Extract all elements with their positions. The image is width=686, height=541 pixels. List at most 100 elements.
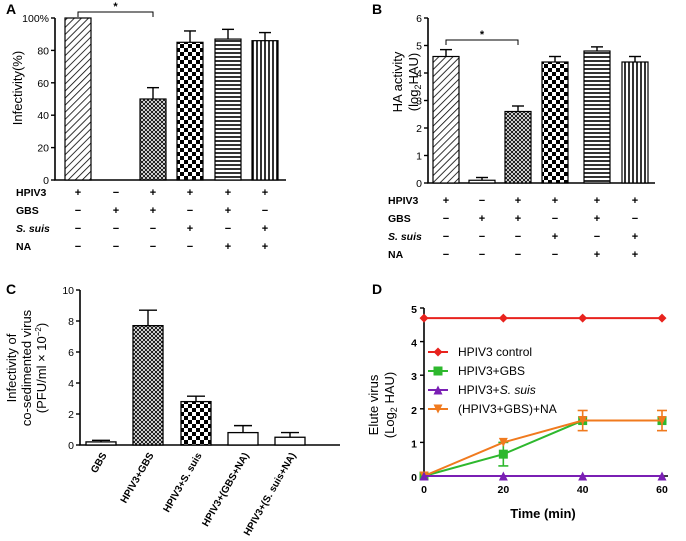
panel-d-xtick-label: 60 xyxy=(656,484,668,496)
panel-b-row-mark: + xyxy=(515,213,521,225)
panel-b-ytick-label: 2 xyxy=(416,123,422,135)
panel-d-point-0 xyxy=(657,313,667,323)
panel-c-category-label: HPIV3+(S. suis+NA) xyxy=(242,451,298,538)
panel-d-point-1 xyxy=(498,449,508,459)
panel-d-ylabel-line1: Elute virus xyxy=(366,374,381,435)
panel-a-ytick-label: 60 xyxy=(37,78,49,90)
panel-a-row-mark: − xyxy=(113,241,119,253)
panel-b-ytick-label: 6 xyxy=(416,13,422,25)
legend-entry-label: HPIV3 control xyxy=(458,345,532,359)
panel-c-ytick-label: 6 xyxy=(68,347,74,359)
panel-d-point-3 xyxy=(578,416,588,426)
panel-b-row-mark: − xyxy=(479,249,485,261)
panel-a-row-label: GBS xyxy=(16,205,39,217)
panel-b-row-mark: − xyxy=(515,249,521,261)
panel-d-ytick-label: 5 xyxy=(411,304,417,316)
panel-d-ytick-label: 0 xyxy=(411,472,417,484)
panel-b-row-label: GBS xyxy=(388,213,411,225)
panel-c-ytick-label: 10 xyxy=(62,285,74,297)
panel-a-row-mark: − xyxy=(225,223,231,235)
panel-b-row-mark: + xyxy=(443,195,449,207)
panel-b-row-mark: − xyxy=(594,231,600,243)
panel-b-row-mark: − xyxy=(443,231,449,243)
panel-a-bar xyxy=(139,98,167,181)
panel-d-xlabel: Time (min) xyxy=(510,506,576,521)
panel-b-row-mark: + xyxy=(594,195,600,207)
legend-entry-label: HPIV3+GBS xyxy=(458,364,525,378)
panel-b-significance-star: * xyxy=(480,29,485,41)
panel-a-bar xyxy=(251,40,279,181)
panel-a-ytick-label: 100% xyxy=(22,13,49,25)
panel-b-ytick-label: 0 xyxy=(416,178,422,190)
panel-b-row-mark: + xyxy=(515,195,521,207)
panel-b-row-mark: + xyxy=(552,195,558,207)
panel-b-bar xyxy=(468,179,496,184)
panel-d-xtick-label: 40 xyxy=(577,484,589,496)
panel-a-row-mark: + xyxy=(150,205,156,217)
panel-a-ytick-label: 80 xyxy=(37,45,49,57)
panel-b-bar xyxy=(504,110,532,184)
panel-d-series-line-1 xyxy=(423,419,662,477)
legend-swatch-marker xyxy=(433,347,443,357)
legend-swatch-marker xyxy=(433,366,443,376)
panel-a-row-mark: + xyxy=(113,205,119,217)
panel-a-row-mark: − xyxy=(113,223,119,235)
panel-a-row-mark: + xyxy=(225,205,231,217)
panel-d-xtick-label: 0 xyxy=(421,484,427,496)
panel-b-row-mark: + xyxy=(479,213,485,225)
panel-a-row-mark: − xyxy=(75,205,81,217)
panel-c-category-label: HPIV3+(GBS+NA) xyxy=(200,451,251,529)
panel-a-row-mark: + xyxy=(150,187,156,199)
panel-b-row-mark: + xyxy=(632,195,638,207)
panel-a-significance-bracket xyxy=(77,11,154,17)
panel-c-category-label: GBS xyxy=(89,451,110,476)
panel-a-row-mark: − xyxy=(75,241,81,253)
panel-d-ytick-label: 3 xyxy=(411,371,417,383)
panel-a-row-label: HPIV3 xyxy=(16,187,47,199)
panel-b-row-mark: − xyxy=(443,249,449,261)
panel-b-ytick-label: 5 xyxy=(416,41,422,53)
panel-d-series-line-3 xyxy=(423,419,662,477)
panel-c-bar xyxy=(180,400,212,446)
panel-b-ytick-label: 4 xyxy=(416,68,422,80)
panel-a-letter: A xyxy=(6,1,16,17)
panel-a-bar xyxy=(64,17,92,181)
panel-b-row-label: NA xyxy=(388,249,404,261)
panel-a-ytick-label: 0 xyxy=(43,175,49,187)
panel-c-ylabel-line1: Infectivity of xyxy=(4,333,19,402)
panel-c-ytick-label: 0 xyxy=(68,440,74,452)
panel-b-letter: B xyxy=(372,1,382,17)
panel-b-row-mark: + xyxy=(632,231,638,243)
panel-d-point-0 xyxy=(498,313,508,323)
panel-c-ytick-label: 2 xyxy=(68,409,74,421)
panel-c-bar xyxy=(85,441,117,446)
panel-b-significance-bracket xyxy=(445,39,519,45)
panel-a-row-mark: + xyxy=(75,187,81,199)
panel-a-row-mark: + xyxy=(262,187,268,199)
panel-b-row-mark: − xyxy=(515,231,521,243)
panel-b-bar xyxy=(583,50,611,184)
panel-c-category-label: HPIV3+S. suis xyxy=(162,451,205,515)
panel-a-bar xyxy=(214,38,242,181)
panel-c-bar xyxy=(132,324,164,446)
panel-d-point-2 xyxy=(419,471,429,481)
panel-a-row-mark: − xyxy=(187,205,193,217)
panel-a-significance-star: * xyxy=(113,1,118,13)
panel-b-row-mark: − xyxy=(443,213,449,225)
legend-entry-label: HPIV3+S. suis xyxy=(458,383,536,397)
panel-b-ylabel-line1: HA activity xyxy=(390,51,405,112)
panel-a-row-mark: − xyxy=(75,223,81,235)
panel-a-row-mark: + xyxy=(187,187,193,199)
panel-b-row-mark: − xyxy=(632,213,638,225)
panel-a-row-mark: − xyxy=(150,241,156,253)
panel-a-row-mark: + xyxy=(225,241,231,253)
panel-a: 0 20 40 60 80 100% * Infectivity(%) HPIV3 + − + + +… xyxy=(10,1,286,253)
panel-a-row-mark: + xyxy=(187,223,193,235)
panel-a-row-mark: − xyxy=(150,223,156,235)
panel-c-ylabel-line3: (PFU/ml × 10−2) xyxy=(34,323,49,413)
panel-a-row-mark: − xyxy=(187,241,193,253)
panel-d-letter: D xyxy=(372,281,382,297)
panel-b-row-label: S. suis xyxy=(388,231,422,243)
panel-a-row-mark: − xyxy=(262,205,268,217)
legend-entry-label: (HPIV3+GBS)+NA xyxy=(458,402,557,416)
